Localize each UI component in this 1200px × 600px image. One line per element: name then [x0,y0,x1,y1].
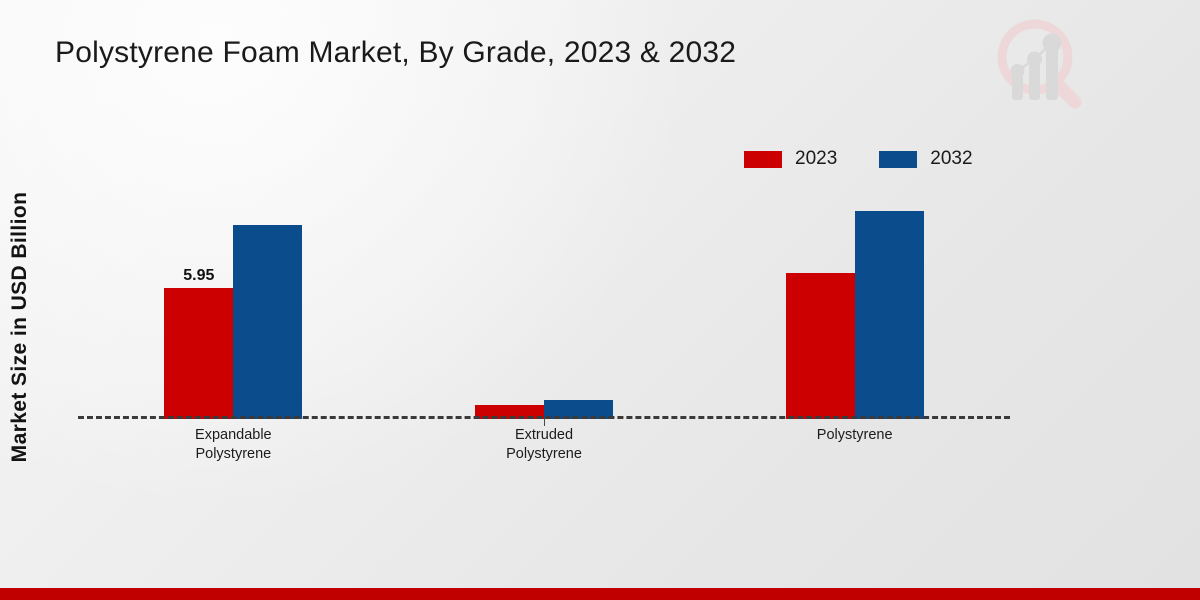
legend-swatch-2023 [744,150,782,168]
bar-value-label: 5.95 [183,267,215,285]
footer-accent-bar [0,588,1200,600]
plot-area: 5.95 [78,170,1010,419]
legend-item-2032[interactable]: 2032 [879,148,973,170]
bar-group-3 [699,171,1010,419]
chart-title: Polystyrene Foam Market, By Grade, 2023 … [55,36,737,69]
legend-label-2032: 2032 [930,148,973,169]
bar-2032-3[interactable] [854,210,924,419]
x-axis-baseline [78,416,1010,419]
category-label-line: Polystyrene [506,446,582,462]
bar-2032-1[interactable] [233,224,303,419]
category-label-line: Extruded [514,427,574,443]
legend-swatch-2032 [879,150,918,168]
bar-chart-icon [1010,33,1062,100]
legend-label-2023: 2023 [795,148,838,169]
bar-group-1: 5.95 [78,171,389,419]
category-label-line: Polystyrene [816,427,893,443]
legend-item-2023[interactable]: 2023 [744,148,837,170]
bars-layer: 5.95 [78,171,1010,419]
y-axis-title: Market Size in USD Billion [8,191,31,463]
company-watermark-logo [985,12,1085,112]
x-axis-category-labels: Expandable Polystyrene Extruded Polystyrene… [78,418,1010,464]
bar-2032-2[interactable] [544,399,613,419]
axis-tick [544,418,545,426]
category-label-2: Extruded Polystyrene [389,418,700,464]
category-label-1: Expandable Polystyrene [78,418,545,464]
chart-legend: 2023 2032 [744,148,973,170]
bar-group-2 [389,171,700,419]
category-label-line: Polystyrene [195,446,272,462]
category-label-3: Polystyrene [544,418,1010,464]
bar-2023-1[interactable]: 5.95 [164,267,234,419]
magnifier-icon [997,19,1082,109]
category-label-line: Expandable [195,427,272,443]
bar-2023-2[interactable] [475,404,544,419]
bar-2023-3[interactable] [785,272,855,419]
